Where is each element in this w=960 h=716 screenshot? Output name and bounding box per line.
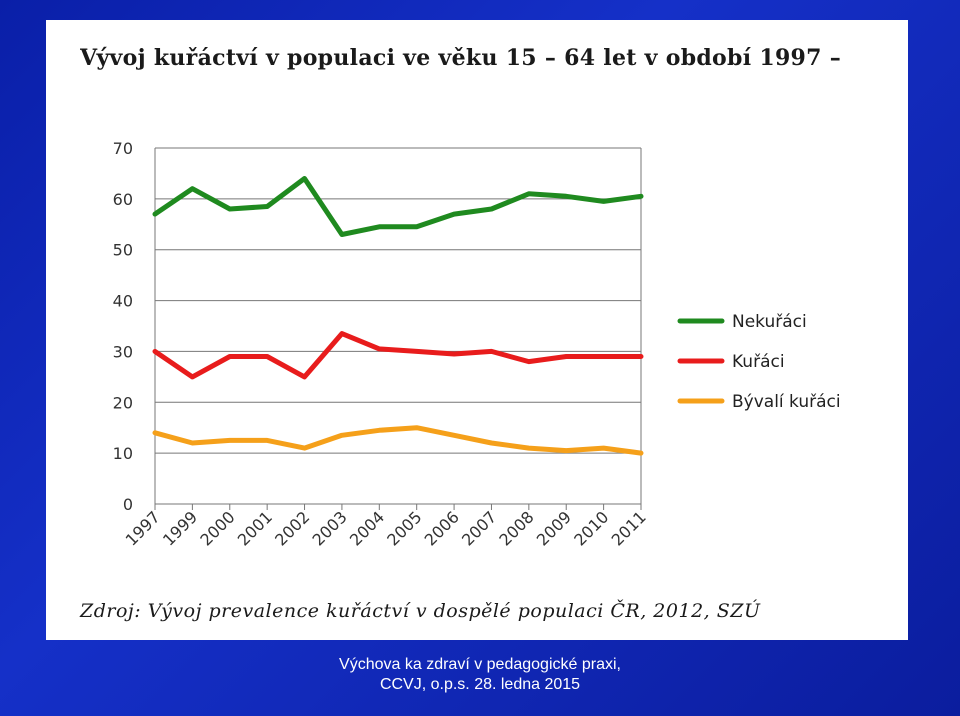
x-tick-label: 2006	[421, 507, 463, 549]
y-tick-label: 20	[113, 393, 133, 412]
y-tick-label: 10	[113, 444, 133, 463]
chart-title: Vývoj kuřáctví v populaci ve věku 15 – 6…	[80, 45, 842, 71]
x-tick-label: 2001	[234, 507, 276, 549]
source-note: Zdroj: Vývoj prevalence kuřáctví v dospě…	[80, 600, 761, 622]
y-tick-label: 0	[123, 495, 133, 514]
x-tick-label: 2000	[196, 507, 238, 549]
slide-footer: Výchova ka zdraví v pedagogické praxi, C…	[300, 655, 660, 695]
y-axis-ticks: 0 10 20 30 40 50 60 70	[113, 139, 133, 514]
x-tick-label: 2007	[458, 507, 500, 549]
x-tick-label: 2005	[383, 507, 425, 549]
series-line-0	[152, 176, 644, 237]
x-tick-label: 2003	[309, 507, 351, 549]
series-layer	[152, 176, 644, 456]
y-tick-label: 30	[113, 342, 133, 361]
series-line-1	[152, 331, 644, 380]
x-tick-label: 1999	[159, 507, 201, 549]
footer-line-2: CCVJ, o.p.s. 28. ledna 2015	[379, 676, 581, 693]
x-tick-label: 2008	[495, 507, 537, 549]
x-tick-label: 2010	[570, 507, 612, 549]
x-tick-label: 2009	[533, 507, 575, 549]
series-line-2	[152, 425, 644, 456]
x-axis-ticks: 1997199920002001200220032004200520062007…	[122, 504, 650, 550]
legend-label-1: Kuřáci	[732, 352, 785, 372]
grid-layer	[154, 147, 642, 505]
legend: Nekuřáci Kuřáci Bývalí kuřáci	[677, 312, 841, 412]
slide-panel	[46, 20, 908, 640]
legend-label-2: Bývalí kuřáci	[732, 392, 841, 412]
footer-line-1: Výchova ka zdraví v pedagogické praxi,	[339, 656, 621, 673]
legend-label-0: Nekuřáci	[732, 312, 807, 332]
x-tick-label: 2011	[608, 507, 650, 549]
y-tick-label: 70	[113, 139, 133, 158]
x-tick-label: 2004	[346, 507, 388, 549]
y-tick-label: 60	[113, 190, 133, 209]
y-tick-label: 40	[113, 292, 133, 311]
x-tick-label: 2002	[271, 507, 313, 549]
y-tick-label: 50	[113, 241, 133, 260]
